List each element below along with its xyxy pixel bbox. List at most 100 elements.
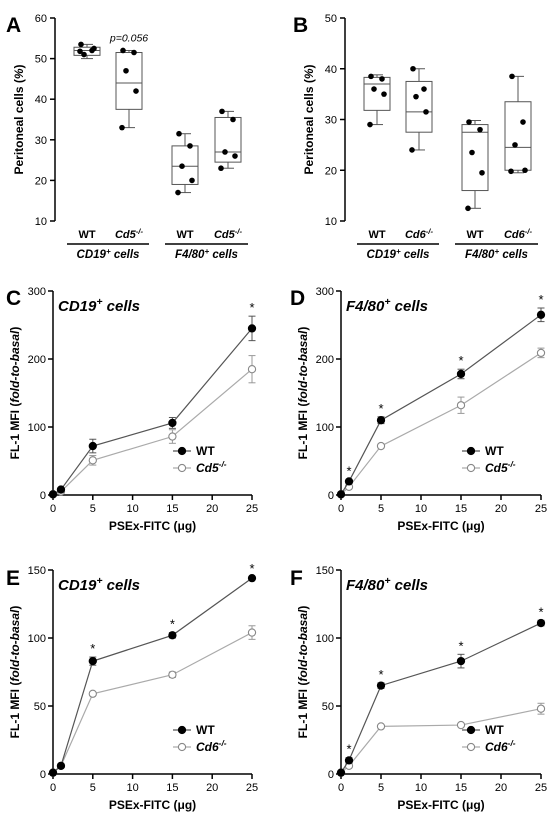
x-tick-label: 25: [246, 782, 258, 794]
y-tick-label: 30: [325, 115, 337, 127]
y-tick-label: 50: [35, 54, 47, 66]
y-tick-label: 100: [316, 633, 334, 645]
data-point-ko: [536, 348, 546, 358]
data-point: [479, 169, 485, 176]
data-point: [176, 130, 182, 137]
significance-star: *: [538, 604, 543, 619]
data-point: [133, 88, 139, 94]
group-label: CD19+ cells: [367, 247, 430, 262]
box: [115, 52, 143, 110]
box: [504, 101, 532, 171]
x-axis-label: PSEx-FITC (μg): [109, 798, 196, 812]
panel-a: A 10 20 30 40 50 60 Peritoneal cells (%) WT Cd5-/…: [6, 13, 248, 261]
x-tick-label: 20: [495, 782, 507, 794]
y-tick-label: 150: [316, 565, 334, 577]
data-point: [379, 76, 385, 82]
significance-star: *: [346, 742, 351, 757]
y-tick-label: 50: [322, 701, 334, 713]
data-point: [381, 91, 387, 97]
panel-title: F4/80+ cells: [346, 575, 428, 594]
y-tick-label: 150: [28, 565, 46, 577]
legend-marker: [466, 463, 476, 473]
data-point: [179, 163, 185, 169]
x-tick-label: 25: [535, 782, 547, 794]
data-point-ko: [247, 365, 257, 374]
data-point-wt: [48, 490, 58, 499]
data-point: [218, 165, 224, 172]
y-tick-label: 10: [35, 216, 47, 228]
series-line: [52, 368, 253, 495]
group-label: F4/80+ cells: [465, 247, 528, 262]
y-tick-label: 40: [325, 64, 337, 76]
data-point-ko: [376, 441, 386, 451]
data-point: [522, 167, 528, 174]
data-point-ko: [376, 722, 386, 731]
data-point: [469, 149, 475, 156]
box: [405, 80, 433, 133]
data-point-wt: [56, 485, 66, 494]
x-tick-label: 0: [50, 503, 56, 515]
y-tick-label: 30: [35, 135, 47, 147]
data-point: [120, 47, 126, 54]
category-label: Cd5-/-: [115, 227, 143, 242]
legend-label: WT: [196, 723, 215, 737]
data-point: [477, 126, 483, 133]
box: [214, 116, 242, 163]
legend-label: Cd5-/-: [485, 459, 516, 475]
panel-title: CD19+ cells: [58, 575, 140, 594]
legend-marker: [466, 725, 476, 735]
significance-star: *: [378, 401, 383, 416]
x-tick-label: 5: [90, 503, 96, 515]
data-point-wt: [48, 768, 58, 777]
legend-label: Cd6-/-: [485, 738, 516, 754]
panel-f: F F4/80+ cells 0 50 100 150 0 5 10 15 20 25 PSEx-FIT…: [290, 565, 547, 812]
x-axis-label: PSEx-FITC (μg): [397, 798, 484, 812]
data-point-wt: [336, 490, 346, 499]
y-tick-label: 10: [325, 216, 337, 228]
panel-c: C CD19+ cells 0 100 200 300 0 5 10 15 20 25 PSEx-FIT…: [6, 286, 258, 533]
data-point-wt: [344, 477, 354, 486]
data-point: [232, 153, 238, 159]
data-point: [81, 51, 87, 58]
data-point: [465, 205, 471, 212]
significance-star: *: [90, 641, 95, 656]
significance-star: *: [249, 561, 254, 576]
y-tick-label: 50: [34, 701, 46, 713]
data-point-ko: [168, 432, 177, 441]
data-point: [409, 147, 415, 153]
y-tick-label: 100: [28, 633, 46, 645]
y-axis-label: FL-1 MFI (fold-to-basal): [296, 327, 310, 460]
category-label: WT: [176, 229, 193, 241]
data-point-wt: [376, 416, 386, 425]
data-point: [508, 168, 514, 175]
legend-label: Cd5-/-: [196, 459, 227, 475]
data-point: [520, 119, 526, 125]
panel-title: CD19+ cells: [58, 296, 140, 315]
x-tick-label: 10: [126, 503, 138, 515]
category-label: Cd5-/-: [214, 227, 242, 242]
significance-star: *: [249, 300, 254, 315]
x-tick-label: 5: [90, 782, 96, 794]
data-point-wt: [376, 681, 386, 690]
data-point: [219, 108, 225, 115]
x-tick-label: 20: [495, 503, 507, 515]
x-tick-label: 20: [206, 503, 218, 515]
legend-label: WT: [485, 723, 504, 737]
legend-label: WT: [485, 444, 504, 458]
panel-letter: D: [290, 287, 305, 310]
data-point: [230, 116, 236, 123]
x-tick-label: 15: [455, 503, 467, 515]
x-tick-label: 0: [338, 503, 344, 515]
x-tick-label: 10: [415, 503, 427, 515]
y-tick-label: 200: [316, 354, 334, 366]
x-tick-label: 10: [126, 782, 138, 794]
data-point: [421, 86, 427, 92]
data-point-wt: [56, 761, 66, 770]
data-point-ko: [168, 670, 177, 679]
data-point: [131, 49, 137, 56]
y-tick-label: 20: [35, 175, 47, 187]
x-tick-label: 20: [206, 782, 218, 794]
data-point: [78, 41, 84, 48]
x-tick-label: 15: [455, 782, 467, 794]
